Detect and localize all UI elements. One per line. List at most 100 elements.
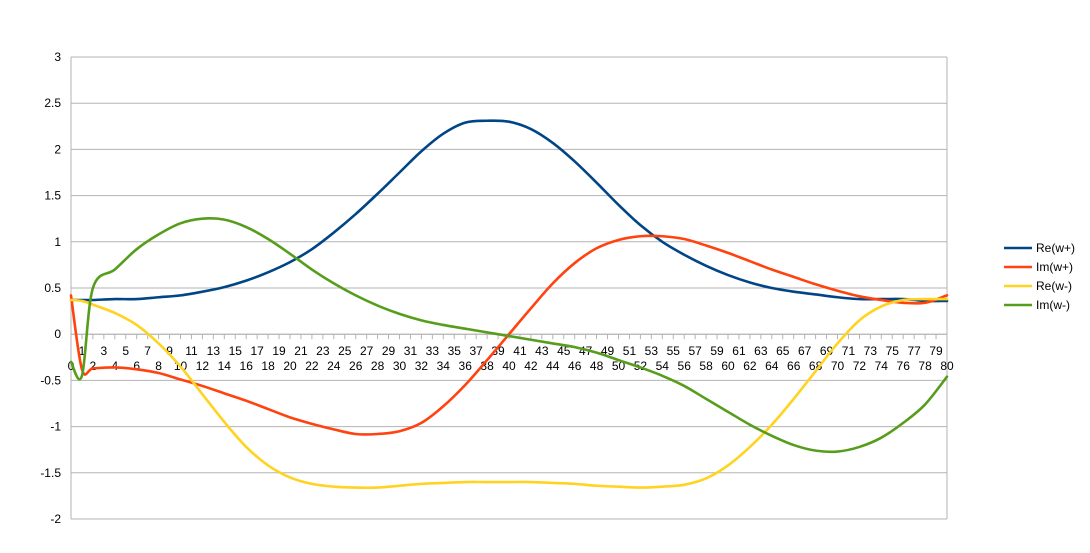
x-tick-label: 32 — [415, 359, 429, 373]
x-tick-label: 13 — [207, 344, 221, 358]
x-tick-label: 0 — [68, 359, 75, 373]
legend: Re(w+) Im(w+) Re(w-) Im(w-) — [1004, 241, 1075, 312]
x-tick-label: 40 — [502, 359, 516, 373]
x-tick-label: 14 — [218, 359, 232, 373]
x-tick-label: 25 — [338, 344, 352, 358]
y-tick-label: 2.5 — [44, 96, 61, 110]
x-tick-label: 53 — [645, 344, 659, 358]
x-tick-label: 71 — [842, 344, 856, 358]
y-tick-label: 1 — [54, 235, 61, 249]
x-tick-label: 19 — [272, 344, 286, 358]
x-tick-label: 77 — [907, 344, 921, 358]
x-tick-label: 30 — [393, 359, 407, 373]
x-tick-label: 70 — [831, 359, 845, 373]
x-tick-label: 76 — [897, 359, 911, 373]
x-tick-label: 80 — [940, 359, 954, 373]
x-tick-label: 63 — [754, 344, 768, 358]
x-tick-label: 45 — [557, 344, 571, 358]
x-tick-label: 68 — [809, 359, 823, 373]
x-tick-label: 55 — [667, 344, 681, 358]
legend-label-1: Re(w+) — [1036, 241, 1075, 255]
x-tick-label: 64 — [765, 359, 779, 373]
x-tick-label: 72 — [853, 359, 867, 373]
y-tick-label: -1.5 — [40, 466, 61, 480]
x-tick-label: 16 — [240, 359, 254, 373]
x-tick-label: 24 — [327, 359, 341, 373]
series-line-1 — [69, 119, 949, 303]
legend-label-4: Im(w-) — [1036, 298, 1070, 312]
x-tick-label: 28 — [371, 359, 385, 373]
x-tick-label: 17 — [250, 344, 264, 358]
x-tick-label: 7 — [144, 344, 151, 358]
x-tick-label: 1 — [79, 344, 86, 358]
x-tick-label: 36 — [459, 359, 473, 373]
x-tick-label: 5 — [122, 344, 129, 358]
y-tick-label: -0.5 — [40, 373, 61, 387]
y-tick-label: 2 — [54, 142, 61, 156]
x-tick-label: 59 — [710, 344, 724, 358]
y-tick-labels: -2 -1.5 -1 -0.5 0 0.5 1 1.5 2 2.5 3 — [40, 50, 61, 526]
y-tick-label: -2 — [50, 512, 61, 526]
x-tick-label: 57 — [688, 344, 702, 358]
x-tick-label: 48 — [590, 359, 604, 373]
y-tick-label: 3 — [54, 50, 61, 64]
x-tick-label: 3 — [101, 344, 108, 358]
x-tick-label: 79 — [929, 344, 943, 358]
x-tick-label: 46 — [568, 359, 582, 373]
y-tick-label: 1.5 — [44, 189, 61, 203]
x-tick-label: 2 — [90, 359, 97, 373]
x-tick-label: 34 — [437, 359, 451, 373]
y-tick-label: -1 — [50, 420, 61, 434]
series-line-2 — [69, 234, 949, 436]
series-line-4 — [69, 217, 949, 454]
x-tick-label: 66 — [787, 359, 801, 373]
x-tick-label: 51 — [623, 344, 637, 358]
x-tick-label: 27 — [360, 344, 374, 358]
x-tick-label: 26 — [349, 359, 363, 373]
x-tick-label: 75 — [886, 344, 900, 358]
x-tick-label: 73 — [864, 344, 878, 358]
x-tick-label: 50 — [612, 359, 626, 373]
x-tick-label: 44 — [546, 359, 560, 373]
x-tick-label: 33 — [426, 344, 440, 358]
x-tick-labels: 0123456789101112131415161718192021222324… — [68, 344, 954, 373]
x-tick-label: 9 — [166, 344, 173, 358]
x-tick-label: 23 — [316, 344, 330, 358]
x-tick-label: 43 — [535, 344, 549, 358]
x-tick-label: 12 — [196, 359, 210, 373]
x-tick-label: 41 — [513, 344, 527, 358]
x-tick-label: 61 — [732, 344, 746, 358]
x-tick-label: 21 — [294, 344, 308, 358]
x-tick-label: 39 — [491, 344, 505, 358]
x-tick-label: 31 — [404, 344, 418, 358]
x-tick-label: 69 — [820, 344, 834, 358]
x-tick-label: 58 — [699, 359, 713, 373]
x-tick-label: 78 — [918, 359, 932, 373]
x-tick-label: 67 — [798, 344, 812, 358]
x-tick-label: 54 — [656, 359, 670, 373]
x-tick-label: 60 — [721, 359, 735, 373]
x-tick-label: 8 — [155, 359, 162, 373]
x-tick-label: 74 — [875, 359, 889, 373]
x-tick-label: 65 — [776, 344, 790, 358]
x-tick-label: 15 — [229, 344, 243, 358]
legend-label-2: Im(w+) — [1036, 260, 1073, 274]
x-tick-label: 35 — [448, 344, 462, 358]
x-tick-label: 22 — [305, 359, 319, 373]
x-tick-label: 37 — [469, 344, 483, 358]
x-tick-label: 11 — [185, 344, 198, 358]
x-tick-label: 62 — [743, 359, 757, 373]
x-tick-label: 18 — [261, 359, 275, 373]
x-tick-label: 29 — [382, 344, 396, 358]
x-tick-label: 42 — [524, 359, 538, 373]
y-tick-label: 0.5 — [44, 281, 61, 295]
x-tick-label: 56 — [678, 359, 692, 373]
x-tick-label: 6 — [133, 359, 140, 373]
legend-label-3: Re(w-) — [1036, 279, 1072, 293]
series-lines — [69, 119, 949, 490]
x-tick-label: 20 — [283, 359, 297, 373]
series-line-3 — [69, 297, 949, 490]
y-tick-label: 0 — [54, 327, 61, 341]
